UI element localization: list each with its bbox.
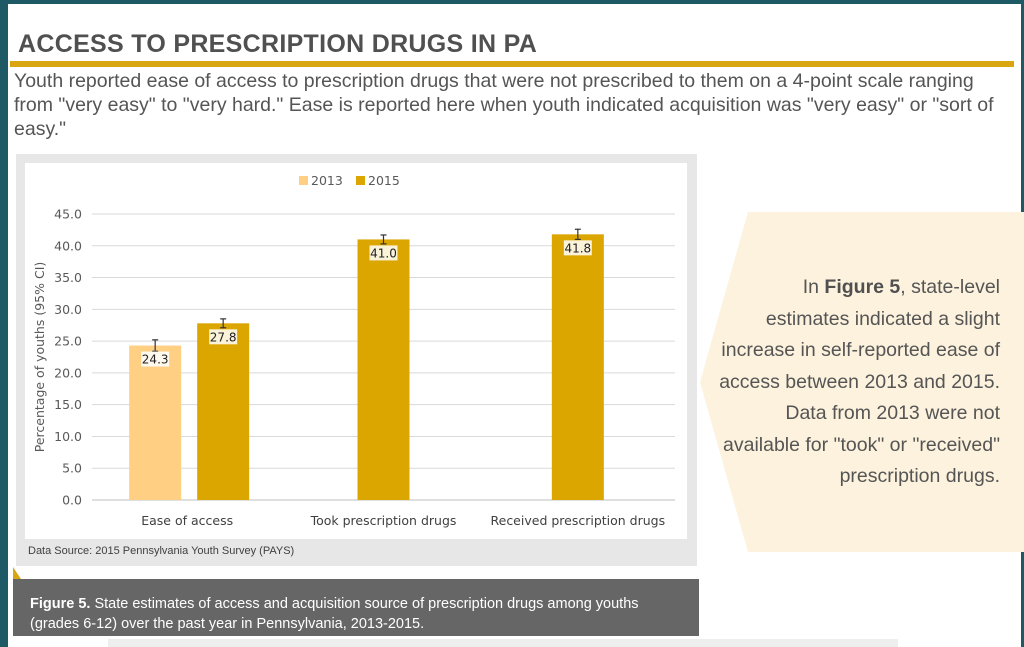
figure-caption-text: State estimates of access and acquisitio… bbox=[30, 596, 639, 632]
bottom-scroll-strip bbox=[108, 639, 898, 647]
data-label: 41.8 bbox=[564, 241, 591, 255]
title-underline bbox=[10, 61, 1014, 67]
bar-chart: 0.0 5.0 10.0 15.0 20.0 25.0 30.0 35.0 40.0 45.0 Pe… bbox=[32, 173, 675, 528]
y-axis-label: Percentage of youths (95% CI) bbox=[32, 262, 47, 453]
y-tick-label: 15.0 bbox=[54, 397, 82, 412]
page-title: ACCESS TO PRESCRIPTION DRUGS IN PA bbox=[18, 30, 538, 58]
y-tick-label: 10.0 bbox=[54, 429, 82, 444]
y-tick-label: 25.0 bbox=[54, 334, 82, 349]
data-label-bg bbox=[369, 245, 398, 261]
figure-caption-label: Figure 5. bbox=[30, 596, 91, 612]
data-label: 24.3 bbox=[142, 353, 169, 367]
data-label: 41.0 bbox=[370, 246, 397, 260]
data-source-note: Data Source: 2015 Pennsylvania Youth Sur… bbox=[28, 545, 295, 557]
callout-figure-ref: Figure 5 bbox=[824, 276, 901, 298]
callout-text: In Figure 5, state-level estimates indic… bbox=[718, 272, 1000, 493]
y-tick-label: 5.0 bbox=[62, 461, 82, 476]
intro-paragraph: Youth reported ease of access to prescri… bbox=[14, 70, 994, 140]
y-tick-label: 40.0 bbox=[54, 238, 82, 253]
y-tick-label: 45.0 bbox=[54, 207, 82, 222]
data-label: 27.8 bbox=[210, 330, 237, 344]
bar-2015-0 bbox=[197, 323, 250, 500]
y-tick-label: 20.0 bbox=[54, 365, 82, 380]
callout-text-pre: In bbox=[802, 276, 825, 298]
caption-accent-marker bbox=[13, 567, 21, 579]
y-tick-label: 30.0 bbox=[54, 302, 82, 317]
data-label-bg bbox=[209, 329, 238, 345]
figure-caption-box bbox=[13, 579, 699, 636]
bar-2015-2 bbox=[551, 234, 604, 500]
legend-label-2013: 2013 bbox=[311, 173, 343, 188]
legend-swatch-2013 bbox=[299, 176, 308, 185]
x-tick-label: Received prescription drugs bbox=[491, 513, 666, 528]
window-frame-top bbox=[0, 0, 1024, 4]
callout-text-body: , state-level estimates indicated a slig… bbox=[719, 276, 1000, 487]
bar-2015-1 bbox=[357, 239, 410, 500]
y-tick-label: 35.0 bbox=[54, 270, 82, 285]
data-label-bg bbox=[141, 351, 170, 367]
x-tick-label: Took prescription drugs bbox=[310, 513, 457, 528]
callout-shape bbox=[700, 212, 1024, 552]
data-label-bg bbox=[563, 240, 592, 256]
bar-2013-0 bbox=[129, 345, 182, 500]
figure-caption: Figure 5. State estimates of access and … bbox=[30, 594, 690, 634]
legend-swatch-2015 bbox=[356, 176, 365, 185]
legend-label-2015: 2015 bbox=[368, 173, 400, 188]
x-tick-label: Ease of access bbox=[141, 513, 233, 528]
y-tick-label: 0.0 bbox=[62, 493, 82, 508]
window-frame-left bbox=[0, 0, 8, 647]
